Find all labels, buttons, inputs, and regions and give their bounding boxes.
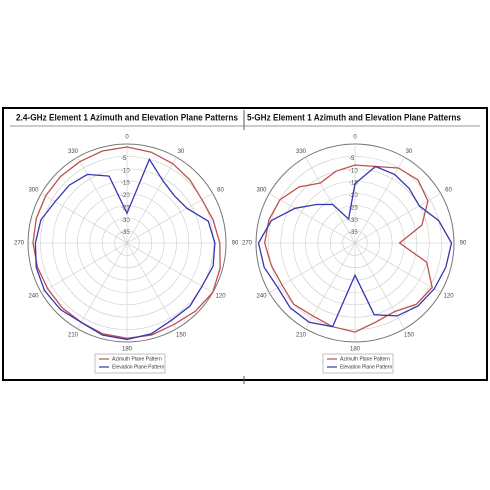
legend-label: Azimuth Plane Pattern (112, 356, 162, 362)
frame (2, 107, 488, 381)
theta-tick-label: 180 (350, 347, 361, 353)
grid-spoke (305, 157, 356, 244)
grid-spoke (126, 242, 177, 329)
theta-tick-label: 60 (445, 188, 452, 194)
r-tick-label: -10 (349, 168, 358, 174)
legend-box (322, 353, 394, 374)
theta-tick-label: 300 (256, 188, 267, 194)
theta-tick-label: 150 (404, 332, 415, 338)
pattern-line (257, 165, 453, 328)
r-tick-label: -20 (121, 193, 130, 199)
grid-spoke (126, 242, 213, 293)
grid-spoke (126, 193, 213, 244)
grid-spoke (305, 242, 356, 329)
theta-tick-label: 0 (353, 135, 357, 141)
chart-title: 5-GHz Element 1 Azimuth and Elevation Pl… (247, 112, 461, 122)
theta-tick-label: 30 (406, 149, 413, 155)
r-tick-label: -35 (121, 230, 130, 236)
pattern-line (264, 164, 433, 333)
theta-tick-label: 210 (296, 332, 307, 338)
theta-tick-label: 270 (242, 241, 253, 247)
legend-label: Elevation Plane Pattern (340, 364, 392, 370)
theta-tick-label: 90 (460, 241, 467, 247)
theta-tick-label: 180 (122, 347, 133, 353)
r-tick-label: -5 (121, 156, 127, 162)
r-tick-label: -25 (349, 205, 358, 211)
r-tick-label: -5 (349, 156, 355, 162)
r-tick-label: -15 (349, 181, 358, 187)
theta-tick-label: 330 (296, 149, 307, 155)
grid-spoke (269, 242, 356, 293)
r-tick-label: -10 (121, 168, 130, 174)
legend-label: Azimuth Plane Pattern (340, 356, 390, 362)
r-tick-label: -20 (349, 193, 358, 199)
chart-title: 2.4-GHz Element 1 Azimuth and Elevation … (16, 112, 238, 122)
pattern-line (34, 157, 216, 341)
grid-spoke (354, 242, 405, 329)
theta-tick-label: 0 (125, 135, 129, 141)
theta-tick-label: 120 (444, 294, 455, 300)
grid-spoke (77, 157, 128, 244)
r-tick-label: -25 (121, 205, 130, 211)
theta-tick-label: 330 (68, 149, 79, 155)
theta-tick-label: 150 (176, 332, 187, 338)
theta-tick-label: 240 (28, 294, 39, 300)
theta-tick-label: 120 (216, 294, 227, 300)
theta-tick-label: 270 (14, 241, 25, 247)
theta-tick-label: 90 (232, 241, 239, 247)
theta-tick-label: 60 (217, 188, 224, 194)
grid-spoke (354, 242, 441, 293)
grid-spoke (269, 193, 356, 244)
grid-spoke (126, 157, 177, 244)
grid-spoke (354, 157, 405, 244)
theta-tick-label: 300 (28, 188, 39, 194)
legend-box (94, 353, 166, 374)
grid-spoke (77, 242, 128, 329)
r-tick-label: -35 (349, 230, 358, 236)
pattern-line (32, 146, 221, 339)
legend-label: Elevation Plane Pattern (112, 364, 164, 370)
grid-spoke (354, 193, 441, 244)
r-tick-label: -30 (349, 218, 358, 224)
theta-tick-label: 30 (178, 149, 185, 155)
r-tick-label: -30 (121, 218, 130, 224)
grid-spoke (41, 242, 128, 293)
theta-tick-label: 240 (256, 294, 267, 300)
r-tick-label: -15 (121, 181, 130, 187)
theta-tick-label: 210 (68, 332, 79, 338)
